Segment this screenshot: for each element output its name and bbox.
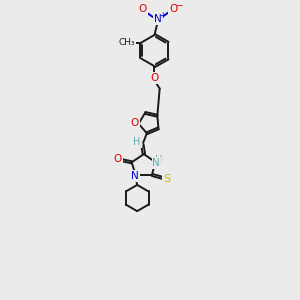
Text: −: − xyxy=(175,1,183,10)
Text: O: O xyxy=(150,73,159,83)
Text: O: O xyxy=(114,154,122,164)
Text: CH₃: CH₃ xyxy=(118,38,135,47)
Text: H: H xyxy=(154,155,162,165)
Text: H: H xyxy=(134,137,141,147)
Text: +: + xyxy=(159,11,166,20)
Text: N: N xyxy=(131,171,139,181)
Text: N: N xyxy=(152,158,160,168)
Text: O: O xyxy=(169,4,177,14)
Text: O: O xyxy=(138,4,147,14)
Text: O: O xyxy=(131,118,139,128)
Text: N: N xyxy=(154,14,162,24)
Text: S: S xyxy=(163,174,170,184)
